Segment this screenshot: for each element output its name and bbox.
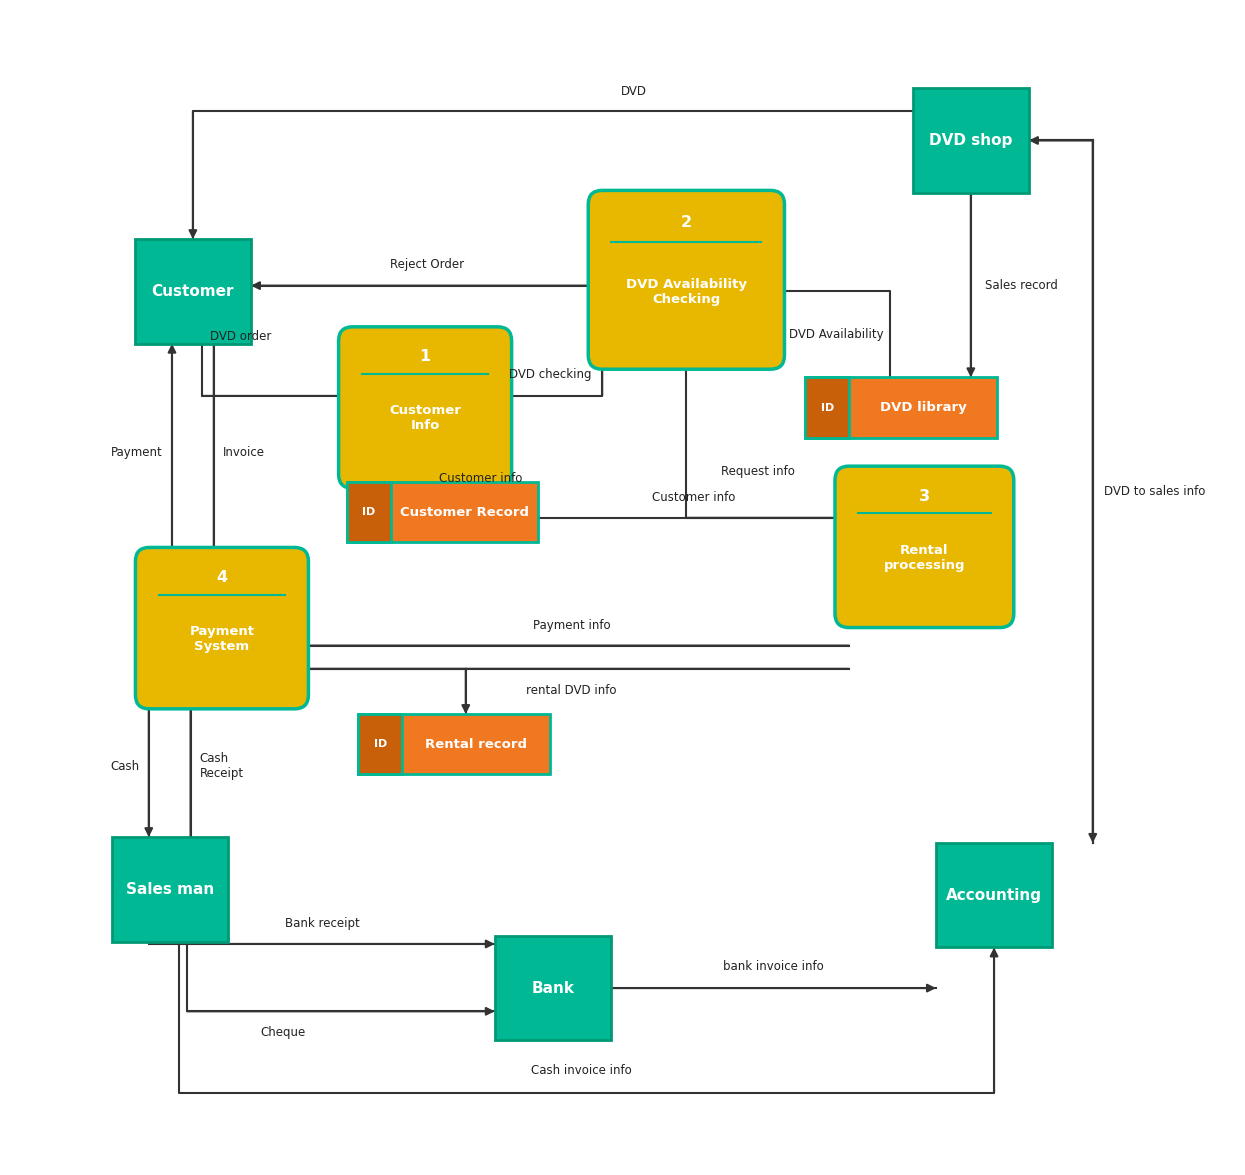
Text: Payment info: Payment info [533, 618, 610, 632]
FancyBboxPatch shape [913, 88, 1028, 193]
Text: DVD: DVD [621, 85, 647, 98]
Text: Payment: Payment [111, 446, 163, 459]
Text: 1: 1 [420, 349, 431, 364]
Text: DVD to sales info: DVD to sales info [1104, 485, 1205, 498]
Text: Bank: Bank [532, 981, 574, 995]
Text: 4: 4 [217, 570, 228, 585]
FancyBboxPatch shape [134, 240, 251, 343]
Text: DVD Availability
Checking: DVD Availability Checking [626, 277, 747, 306]
Text: Cheque: Cheque [260, 1027, 305, 1040]
FancyBboxPatch shape [588, 190, 784, 369]
Text: Rental record: Rental record [426, 738, 527, 751]
FancyBboxPatch shape [806, 377, 997, 438]
Text: rental DVD info: rental DVD info [527, 684, 618, 697]
FancyBboxPatch shape [835, 466, 1013, 627]
Text: DVD library: DVD library [880, 401, 966, 414]
FancyBboxPatch shape [806, 377, 849, 438]
FancyBboxPatch shape [339, 327, 512, 489]
Text: Sales record: Sales record [985, 278, 1058, 291]
FancyBboxPatch shape [494, 935, 611, 1040]
Text: 2: 2 [681, 215, 692, 230]
Text: ID: ID [362, 508, 376, 517]
Text: Customer: Customer [152, 284, 234, 298]
Text: DVD shop: DVD shop [929, 133, 1012, 148]
Text: DVD order: DVD order [210, 329, 271, 342]
FancyBboxPatch shape [359, 714, 550, 774]
Text: Rental
processing: Rental processing [884, 544, 965, 571]
FancyBboxPatch shape [347, 482, 538, 542]
FancyBboxPatch shape [347, 482, 391, 542]
Text: Customer
Info: Customer Info [390, 404, 461, 432]
Text: ID: ID [820, 403, 834, 412]
Text: ID: ID [374, 739, 387, 750]
Text: Customer info: Customer info [439, 471, 523, 484]
Text: Payment
System: Payment System [189, 625, 254, 653]
Text: Invoice: Invoice [223, 446, 265, 459]
Text: Customer Record: Customer Record [400, 505, 529, 518]
FancyBboxPatch shape [136, 548, 309, 709]
Text: DVD Availability: DVD Availability [789, 328, 884, 341]
Text: Bank receipt: Bank receipt [285, 916, 360, 931]
Text: Cash invoice info: Cash invoice info [532, 1065, 632, 1077]
Text: Request info: Request info [721, 465, 796, 478]
FancyBboxPatch shape [112, 837, 228, 941]
FancyBboxPatch shape [936, 842, 1052, 947]
Text: Accounting: Accounting [946, 887, 1042, 902]
Text: Cash
Receipt: Cash Receipt [200, 752, 244, 780]
Text: Reject Order: Reject Order [390, 257, 463, 270]
Text: DVD checking: DVD checking [509, 368, 591, 381]
Text: bank invoice info: bank invoice info [723, 960, 824, 973]
Text: Cash: Cash [111, 759, 139, 772]
Text: 3: 3 [919, 489, 930, 504]
Text: Customer info: Customer info [652, 491, 736, 504]
Text: Sales man: Sales man [126, 882, 214, 897]
FancyBboxPatch shape [359, 714, 402, 774]
